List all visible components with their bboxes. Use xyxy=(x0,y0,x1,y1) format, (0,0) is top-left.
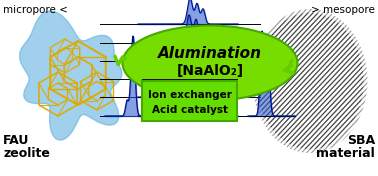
Text: [NaAlO₂]: [NaAlO₂] xyxy=(177,64,243,78)
Text: material: material xyxy=(316,147,375,160)
Text: SBA: SBA xyxy=(347,134,375,147)
Text: > mesopore: > mesopore xyxy=(311,5,375,15)
Ellipse shape xyxy=(252,9,368,153)
Text: Alumination: Alumination xyxy=(158,46,262,61)
Text: Acid catalyst: Acid catalyst xyxy=(152,105,228,115)
Text: micropore <: micropore < xyxy=(3,5,68,15)
Text: FAU: FAU xyxy=(3,134,29,147)
Text: Ion exchanger: Ion exchanger xyxy=(147,90,231,100)
Ellipse shape xyxy=(122,26,297,100)
FancyBboxPatch shape xyxy=(142,81,237,121)
Polygon shape xyxy=(20,11,122,140)
FancyArrow shape xyxy=(177,86,193,96)
Text: zeolite: zeolite xyxy=(3,147,50,160)
